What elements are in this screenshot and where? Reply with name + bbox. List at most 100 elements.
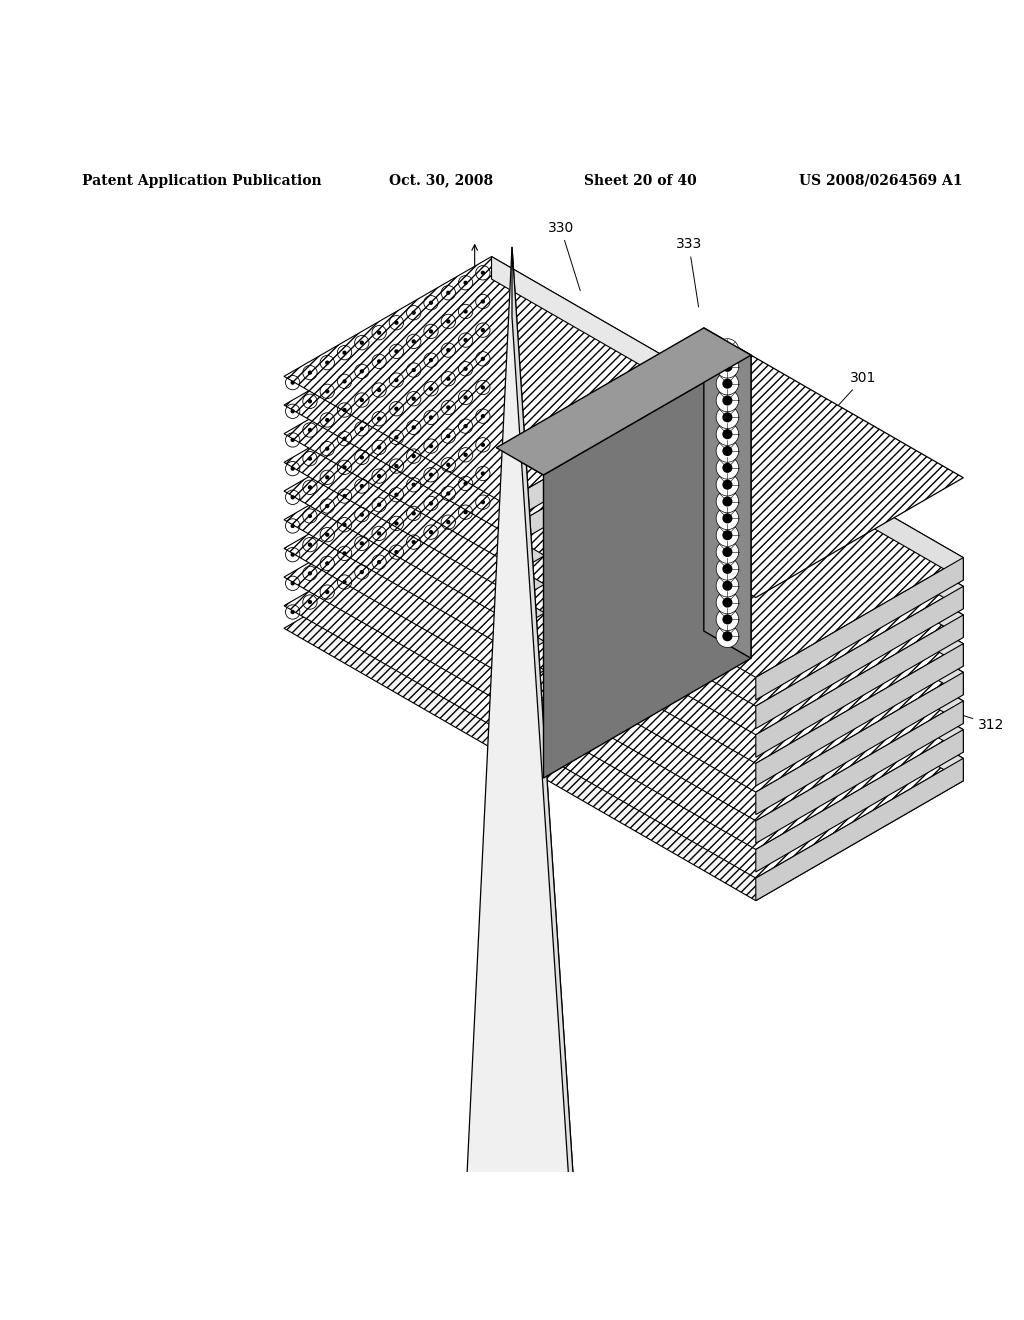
Circle shape xyxy=(394,378,398,383)
Circle shape xyxy=(394,550,398,554)
Polygon shape xyxy=(727,622,964,781)
Circle shape xyxy=(342,579,347,585)
Polygon shape xyxy=(492,343,711,491)
Polygon shape xyxy=(601,657,669,717)
Polygon shape xyxy=(503,441,711,582)
Polygon shape xyxy=(520,342,964,598)
Polygon shape xyxy=(284,314,711,560)
Circle shape xyxy=(429,387,433,391)
Circle shape xyxy=(342,437,347,441)
Circle shape xyxy=(412,310,416,315)
Circle shape xyxy=(446,462,451,467)
Text: 301: 301 xyxy=(824,371,877,421)
Polygon shape xyxy=(756,701,964,843)
Circle shape xyxy=(325,475,330,479)
Circle shape xyxy=(308,486,312,490)
Polygon shape xyxy=(544,355,751,777)
Polygon shape xyxy=(727,507,964,667)
Polygon shape xyxy=(492,371,711,520)
Polygon shape xyxy=(520,594,964,850)
Circle shape xyxy=(722,429,732,440)
Circle shape xyxy=(325,561,330,565)
Circle shape xyxy=(291,495,295,499)
Circle shape xyxy=(308,513,312,519)
Text: Sheet 20 of 40: Sheet 20 of 40 xyxy=(584,174,696,187)
Circle shape xyxy=(377,560,381,564)
Circle shape xyxy=(325,532,330,537)
Circle shape xyxy=(480,471,485,475)
Circle shape xyxy=(325,389,330,393)
Circle shape xyxy=(722,496,732,507)
Circle shape xyxy=(722,546,732,557)
Circle shape xyxy=(342,523,347,527)
Polygon shape xyxy=(284,429,711,675)
Text: US 2008/0264569 A1: US 2008/0264569 A1 xyxy=(799,174,963,187)
Circle shape xyxy=(308,543,312,546)
Circle shape xyxy=(394,436,398,440)
Circle shape xyxy=(342,351,347,355)
Circle shape xyxy=(377,531,381,536)
Circle shape xyxy=(412,454,416,458)
Polygon shape xyxy=(756,644,964,785)
Circle shape xyxy=(359,541,364,545)
Circle shape xyxy=(480,271,485,275)
Circle shape xyxy=(480,385,485,389)
Text: 330: 330 xyxy=(548,220,581,290)
Polygon shape xyxy=(284,457,711,704)
Circle shape xyxy=(446,520,451,524)
Circle shape xyxy=(325,446,330,451)
Circle shape xyxy=(325,590,330,594)
Polygon shape xyxy=(727,450,964,609)
Text: FIG. 20: FIG. 20 xyxy=(799,676,907,705)
Circle shape xyxy=(722,614,732,624)
Circle shape xyxy=(716,524,738,546)
Circle shape xyxy=(412,368,416,372)
Polygon shape xyxy=(289,562,984,1320)
Circle shape xyxy=(716,574,738,597)
Polygon shape xyxy=(492,457,711,606)
Circle shape xyxy=(308,457,312,461)
Circle shape xyxy=(291,581,295,586)
Circle shape xyxy=(359,397,364,403)
Circle shape xyxy=(722,581,732,591)
Circle shape xyxy=(291,466,295,471)
Circle shape xyxy=(464,309,468,314)
Polygon shape xyxy=(520,507,964,763)
Circle shape xyxy=(394,407,398,411)
Circle shape xyxy=(446,348,451,352)
Text: 312: 312 xyxy=(943,709,1005,731)
Circle shape xyxy=(412,396,416,401)
Circle shape xyxy=(722,412,732,422)
Text: 300: 300 xyxy=(689,359,732,420)
Circle shape xyxy=(722,345,732,355)
Polygon shape xyxy=(492,314,711,463)
Circle shape xyxy=(342,494,347,498)
Circle shape xyxy=(722,362,732,372)
Circle shape xyxy=(716,389,738,412)
Circle shape xyxy=(464,338,468,342)
Text: 302: 302 xyxy=(712,440,783,479)
Circle shape xyxy=(716,372,738,395)
Circle shape xyxy=(464,482,468,486)
Circle shape xyxy=(291,409,295,413)
Polygon shape xyxy=(756,557,964,700)
Circle shape xyxy=(359,570,364,574)
Circle shape xyxy=(429,444,433,449)
Circle shape xyxy=(722,513,732,524)
Circle shape xyxy=(308,572,312,576)
Circle shape xyxy=(429,502,433,506)
Circle shape xyxy=(716,339,738,362)
Circle shape xyxy=(429,473,433,477)
Polygon shape xyxy=(284,486,711,733)
Circle shape xyxy=(722,379,732,388)
Polygon shape xyxy=(503,583,711,726)
Circle shape xyxy=(412,425,416,429)
Polygon shape xyxy=(579,657,669,710)
Polygon shape xyxy=(520,565,964,821)
Circle shape xyxy=(446,491,451,495)
Circle shape xyxy=(291,438,295,442)
Circle shape xyxy=(722,463,732,473)
Circle shape xyxy=(429,329,433,334)
Circle shape xyxy=(464,281,468,285)
Polygon shape xyxy=(284,343,711,589)
